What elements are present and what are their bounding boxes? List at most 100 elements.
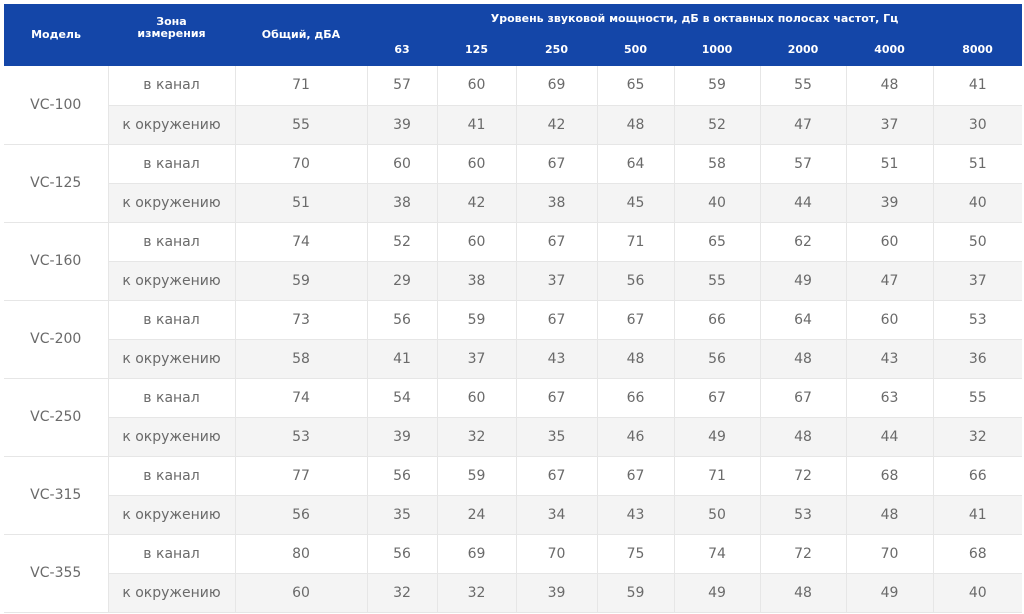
table-row: VC-355 в канал 80 56 69 70 75 74 72 70 68 (4, 534, 1023, 613)
header-freq: 500 (597, 34, 674, 66)
header-freq: 4000 (846, 34, 933, 66)
band-cell: 71 (596, 222, 674, 262)
band-cell: 46 (596, 417, 674, 457)
band-cell: 67 (515, 144, 597, 184)
band-cell: 53 (932, 300, 1023, 340)
table-row: к окружению 59 29 38 37 56 55 49 47 37 (4, 261, 1023, 301)
band-cell: 30 (932, 105, 1023, 145)
band-cell: 43 (845, 339, 933, 379)
band-cell: 32 (932, 417, 1023, 457)
table-row: к окружению 55 39 41 42 48 52 47 37 30 (4, 105, 1023, 145)
band-cell: 41 (366, 339, 437, 379)
band-cell: 37 (515, 261, 597, 301)
band-cell: 55 (759, 66, 846, 106)
band-cell: 70 (515, 534, 597, 574)
band-cell: 72 (759, 534, 846, 574)
zone-cell: в канал (107, 534, 235, 574)
band-cell: 37 (932, 261, 1023, 301)
band-cell: 56 (673, 339, 760, 379)
band-cell: 24 (436, 495, 516, 535)
band-cell: 38 (366, 183, 437, 223)
model-cell: VC-250 (4, 378, 108, 457)
table-row: VC-125 в канал 70 60 60 67 64 58 57 51 51 (4, 144, 1023, 223)
band-cell: 67 (515, 378, 597, 418)
table-row: к окружению 58 41 37 43 48 56 48 43 36 (4, 339, 1023, 379)
band-cell: 48 (759, 339, 846, 379)
table-row: к окружению 51 38 42 38 45 40 44 39 40 (4, 183, 1023, 223)
total-cell: 70 (234, 144, 367, 184)
band-cell: 57 (759, 144, 846, 184)
header-zone: Зона измерения (108, 4, 235, 66)
band-cell: 59 (596, 573, 674, 613)
band-cell: 67 (515, 300, 597, 340)
total-cell: 58 (234, 339, 367, 379)
table-header: Модель Зона измерения Общий, дБА Уровень… (4, 4, 1023, 66)
band-cell: 67 (515, 222, 597, 262)
band-cell: 48 (759, 417, 846, 457)
band-cell: 58 (673, 144, 760, 184)
band-cell: 72 (759, 456, 846, 496)
band-cell: 56 (366, 456, 437, 496)
zone-cell: в канал (107, 456, 235, 496)
band-cell: 40 (932, 183, 1023, 223)
band-cell: 45 (596, 183, 674, 223)
total-cell: 80 (234, 534, 367, 574)
band-cell: 39 (366, 417, 437, 457)
band-cell: 39 (366, 105, 437, 145)
total-cell: 74 (234, 378, 367, 418)
band-cell: 60 (845, 300, 933, 340)
band-cell: 49 (759, 261, 846, 301)
band-cell: 32 (436, 573, 516, 613)
band-cell: 44 (759, 183, 846, 223)
table-row: VC-250 в канал 74 54 60 67 66 67 67 63 55 (4, 378, 1023, 457)
band-cell: 59 (436, 300, 516, 340)
header-freq: 63 (367, 34, 437, 66)
zone-cell: к окружению (107, 495, 235, 535)
band-cell: 62 (759, 222, 846, 262)
band-cell: 68 (845, 456, 933, 496)
band-cell: 67 (596, 300, 674, 340)
band-cell: 67 (515, 456, 597, 496)
band-cell: 57 (366, 66, 437, 106)
total-cell: 74 (234, 222, 367, 262)
band-cell: 37 (845, 105, 933, 145)
header-freq: 1000 (674, 34, 760, 66)
band-cell: 41 (932, 495, 1023, 535)
total-cell: 60 (234, 573, 367, 613)
band-cell: 49 (845, 573, 933, 613)
header-model: Модель (4, 4, 108, 66)
band-cell: 47 (759, 105, 846, 145)
band-cell: 39 (515, 573, 597, 613)
band-cell: 43 (515, 339, 597, 379)
zone-cell: в канал (107, 300, 235, 340)
table-row: к окружению 53 39 32 35 46 49 48 44 32 (4, 417, 1023, 457)
total-cell: 73 (234, 300, 367, 340)
band-cell: 50 (673, 495, 760, 535)
header-freq: 8000 (933, 34, 1023, 66)
band-cell: 60 (436, 378, 516, 418)
band-cell: 65 (673, 222, 760, 262)
total-cell: 77 (234, 456, 367, 496)
band-cell: 35 (515, 417, 597, 457)
table-row: VC-160 в канал 74 52 60 67 71 65 62 60 50 (4, 222, 1023, 301)
band-cell: 65 (596, 66, 674, 106)
band-cell: 35 (366, 495, 437, 535)
band-cell: 52 (673, 105, 760, 145)
table-body: VC-100 в канал 71 57 60 69 65 59 55 48 41 к окружен… (4, 66, 1023, 613)
zone-cell: к окружению (107, 261, 235, 301)
band-cell: 67 (673, 378, 760, 418)
band-cell: 60 (436, 66, 516, 106)
total-cell: 53 (234, 417, 367, 457)
band-cell: 49 (673, 573, 760, 613)
band-cell: 55 (932, 378, 1023, 418)
band-cell: 39 (845, 183, 933, 223)
band-cell: 51 (932, 144, 1023, 184)
table-row: к окружению 60 32 32 39 59 49 48 49 40 (4, 573, 1023, 613)
band-cell: 32 (366, 573, 437, 613)
model-cell: VC-315 (4, 456, 108, 535)
band-cell: 67 (759, 378, 846, 418)
total-cell: 51 (234, 183, 367, 223)
model-cell: VC-125 (4, 144, 108, 223)
zone-cell: в канал (107, 378, 235, 418)
zone-cell: к окружению (107, 417, 235, 457)
